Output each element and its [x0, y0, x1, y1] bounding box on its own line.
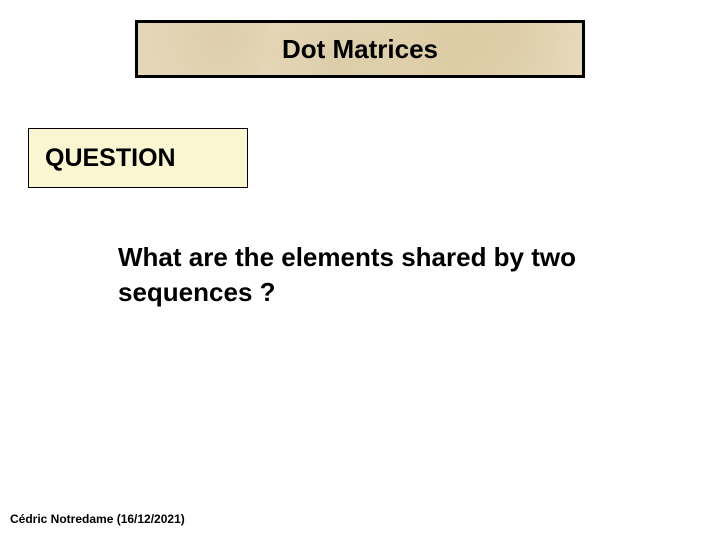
question-label: QUESTION [45, 144, 176, 173]
footer-text: Cédric Notredame (16/12/2021) [10, 512, 185, 526]
title-text: Dot Matrices [282, 34, 438, 65]
body-text: What are the elements shared by two sequ… [118, 240, 678, 310]
question-box: QUESTION [28, 128, 248, 188]
title-box: Dot Matrices [135, 20, 585, 78]
